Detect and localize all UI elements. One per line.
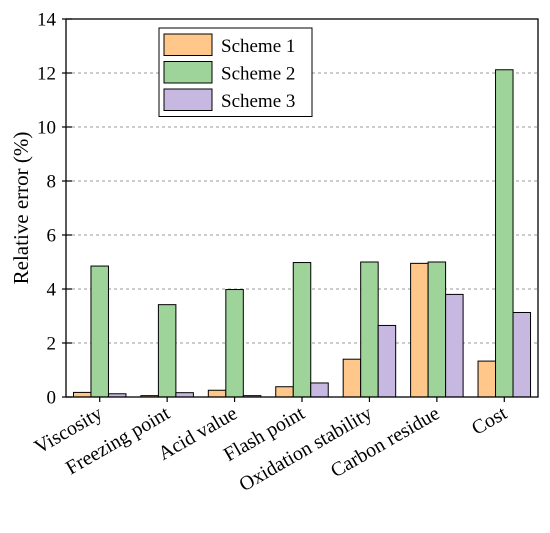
y-tick-label: 12 xyxy=(37,64,56,85)
bar-scheme-1-oxidation-stability xyxy=(342,358,362,398)
legend-swatch xyxy=(163,61,213,84)
y-tick-label: 14 xyxy=(37,10,57,31)
bar-scheme-2-acid-value xyxy=(225,289,244,398)
bar-scheme-2-oxidation-stability xyxy=(360,261,379,398)
bar-scheme-2-carbon-residue xyxy=(427,261,447,398)
legend-label: Scheme 2 xyxy=(221,64,295,85)
bar-scheme-1-acid-value xyxy=(207,389,227,398)
bar-scheme-1-viscosity xyxy=(72,391,92,398)
y-tick-label: 2 xyxy=(47,334,57,355)
legend-swatch xyxy=(163,88,213,111)
bar-scheme-3-oxidation-stability xyxy=(377,324,397,398)
bar-scheme-2-viscosity xyxy=(90,265,109,398)
bars xyxy=(72,69,532,398)
bar-scheme-2-flash-point xyxy=(292,262,312,398)
bar-scheme-3-flash-point xyxy=(310,382,329,398)
legend-label: Scheme 3 xyxy=(221,91,295,112)
legend-swatch xyxy=(163,33,213,56)
y-tick-label: 4 xyxy=(47,280,57,301)
y-tick-label: 10 xyxy=(37,118,56,139)
bar-scheme-3-carbon-residue xyxy=(445,293,464,398)
bar-scheme-2-freezing-point xyxy=(157,304,177,398)
y-axis-label: Relative error (%) xyxy=(9,132,33,285)
y-tick-label: 0 xyxy=(47,388,57,409)
y-tick-label: 6 xyxy=(47,226,57,247)
x-category-label: Cost xyxy=(468,402,511,440)
bar-scheme-1-flash-point xyxy=(275,386,294,398)
bar-scheme-3-cost xyxy=(512,311,532,398)
legend: Scheme 1 Scheme 2 Scheme 3 xyxy=(158,27,313,117)
y-tick-label: 8 xyxy=(47,172,57,193)
bar-scheme-1-carbon-residue xyxy=(410,262,429,398)
bar-scheme-2-cost xyxy=(495,69,514,398)
y-axis-label-group: Relative error (%) xyxy=(9,132,33,285)
legend-label: Scheme 1 xyxy=(221,36,295,57)
bar-scheme-1-cost xyxy=(477,360,497,398)
